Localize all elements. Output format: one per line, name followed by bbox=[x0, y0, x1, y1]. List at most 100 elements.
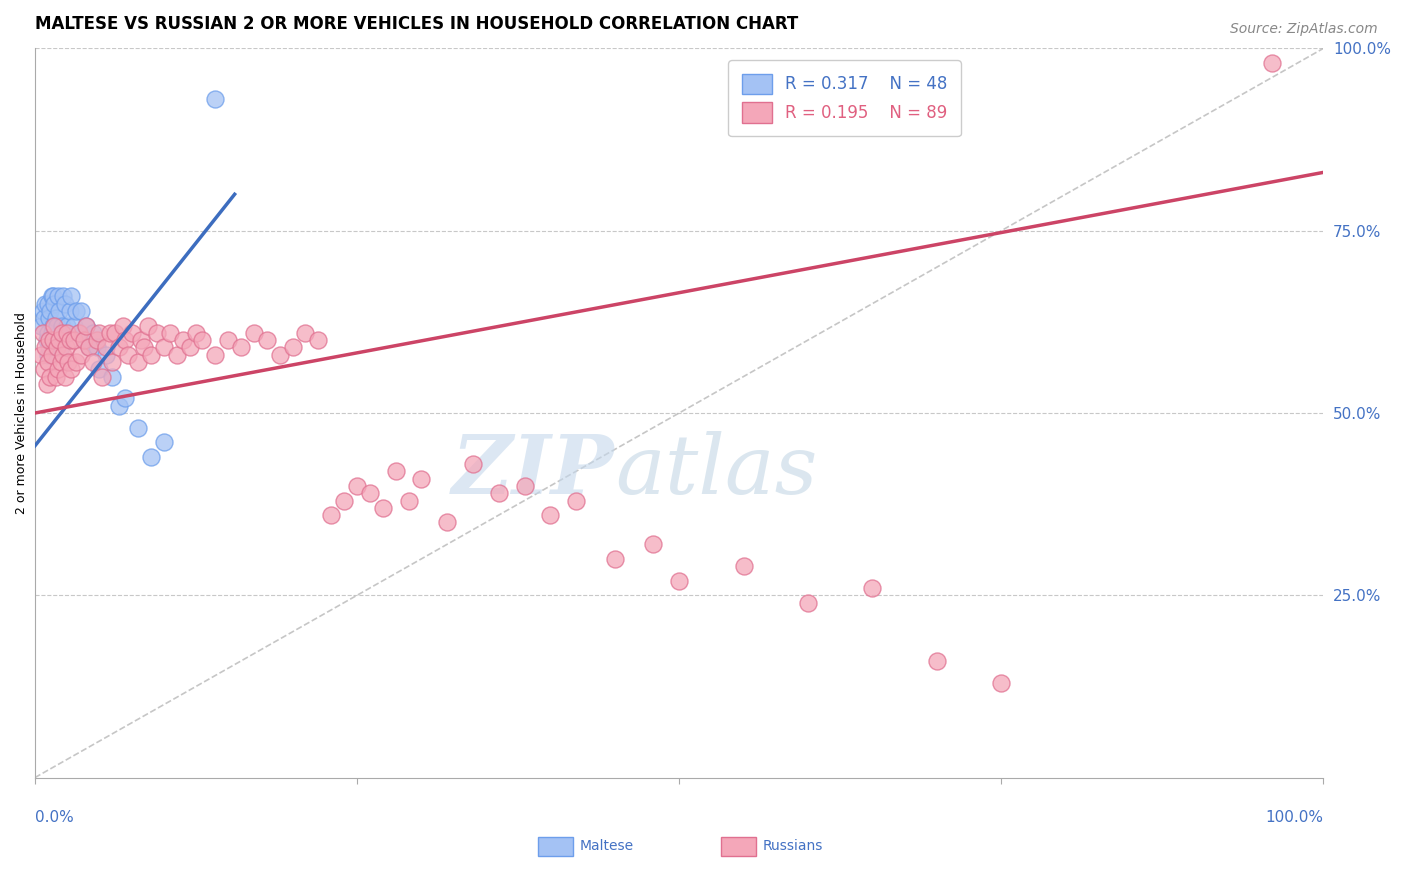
Point bbox=[117, 348, 139, 362]
Point bbox=[44, 333, 66, 347]
Point bbox=[643, 537, 665, 551]
Point bbox=[1261, 56, 1284, 70]
Point bbox=[127, 420, 149, 434]
Text: Maltese: Maltese bbox=[581, 838, 634, 853]
Point bbox=[256, 333, 278, 347]
Point bbox=[513, 479, 536, 493]
Point bbox=[45, 340, 67, 354]
Point bbox=[38, 340, 60, 354]
Point bbox=[89, 362, 111, 376]
Point bbox=[152, 435, 174, 450]
Point bbox=[159, 326, 181, 340]
Point bbox=[184, 326, 207, 340]
Point bbox=[31, 304, 53, 318]
Point bbox=[797, 596, 820, 610]
Point bbox=[733, 559, 755, 574]
Point bbox=[89, 326, 111, 340]
Point bbox=[166, 348, 188, 362]
Point bbox=[172, 333, 194, 347]
Point bbox=[111, 318, 134, 333]
Text: ZIP: ZIP bbox=[453, 432, 614, 511]
Point bbox=[114, 392, 136, 406]
Point bbox=[73, 333, 96, 347]
Point bbox=[58, 355, 80, 369]
Point bbox=[46, 289, 69, 303]
Point bbox=[146, 326, 169, 340]
Point bbox=[56, 326, 79, 340]
Point bbox=[76, 318, 98, 333]
Point bbox=[42, 318, 65, 333]
Point bbox=[65, 355, 87, 369]
Point bbox=[98, 326, 121, 340]
Point bbox=[152, 340, 174, 354]
Point bbox=[204, 93, 226, 107]
Point bbox=[104, 326, 127, 340]
Point bbox=[136, 318, 159, 333]
Point bbox=[48, 333, 70, 347]
Point bbox=[461, 457, 484, 471]
Point bbox=[42, 333, 65, 347]
Point bbox=[346, 479, 368, 493]
Point bbox=[37, 296, 59, 310]
Point bbox=[30, 318, 52, 333]
Point bbox=[48, 304, 70, 318]
Point bbox=[101, 355, 124, 369]
Point bbox=[53, 296, 76, 310]
Point bbox=[70, 304, 93, 318]
Point bbox=[37, 326, 59, 340]
Point bbox=[82, 355, 104, 369]
Text: Russians: Russians bbox=[762, 838, 823, 853]
Point bbox=[359, 486, 381, 500]
Point bbox=[436, 516, 458, 530]
Text: 100.0%: 100.0% bbox=[1265, 811, 1323, 825]
Point bbox=[307, 333, 329, 347]
Point bbox=[82, 326, 104, 340]
Point bbox=[45, 318, 67, 333]
Text: atlas: atlas bbox=[614, 432, 817, 511]
Point bbox=[488, 486, 510, 500]
Point bbox=[60, 289, 83, 303]
Point bbox=[668, 574, 690, 588]
Point bbox=[35, 333, 58, 347]
Point bbox=[52, 289, 75, 303]
Point bbox=[538, 508, 561, 522]
Point bbox=[49, 355, 72, 369]
Point bbox=[76, 318, 98, 333]
Point bbox=[32, 362, 55, 376]
Text: Source: ZipAtlas.com: Source: ZipAtlas.com bbox=[1230, 22, 1378, 37]
Point bbox=[243, 326, 266, 340]
Point bbox=[53, 369, 76, 384]
Point bbox=[925, 654, 948, 668]
Point bbox=[384, 464, 406, 478]
Point bbox=[398, 493, 420, 508]
Point bbox=[77, 340, 100, 354]
Point bbox=[86, 340, 108, 354]
Point bbox=[70, 348, 93, 362]
Point bbox=[321, 508, 343, 522]
Point bbox=[129, 333, 152, 347]
Point bbox=[229, 340, 252, 354]
Point bbox=[59, 304, 82, 318]
Point bbox=[39, 369, 62, 384]
Point bbox=[191, 333, 214, 347]
Y-axis label: 2 or more Vehicles in Household: 2 or more Vehicles in Household bbox=[15, 312, 28, 514]
Point bbox=[62, 333, 84, 347]
Point bbox=[34, 296, 56, 310]
Point bbox=[107, 340, 129, 354]
Point bbox=[91, 369, 114, 384]
Point bbox=[41, 326, 63, 340]
Point bbox=[860, 581, 883, 595]
Point bbox=[67, 326, 90, 340]
Point bbox=[42, 289, 65, 303]
Point bbox=[55, 340, 77, 354]
Point bbox=[51, 318, 73, 333]
Point bbox=[67, 326, 90, 340]
Point bbox=[56, 318, 79, 333]
Point bbox=[37, 348, 59, 362]
Point bbox=[281, 340, 304, 354]
Point bbox=[35, 376, 58, 391]
Point bbox=[333, 493, 356, 508]
Point bbox=[44, 318, 66, 333]
Point bbox=[34, 340, 56, 354]
Point bbox=[139, 450, 162, 464]
